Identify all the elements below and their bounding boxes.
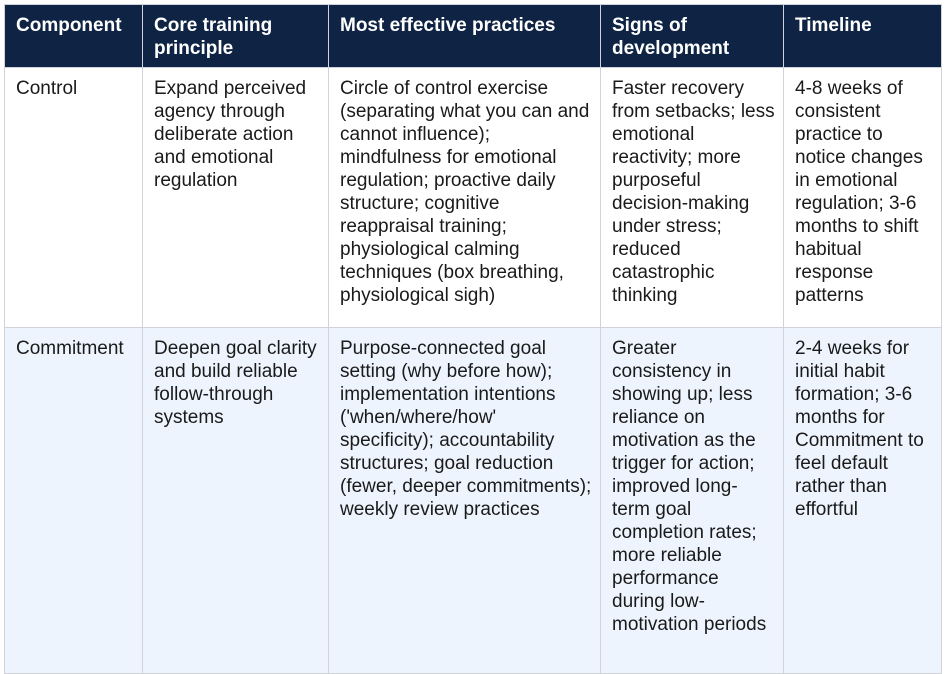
cell-signs: Greater consistency in showing up; less … — [600, 327, 784, 674]
header-timeline: Timeline — [783, 4, 942, 68]
cell-practices: Circle of control exercise (separating w… — [328, 67, 601, 328]
cell-component: Control — [4, 67, 143, 328]
cell-timeline: 4-8 weeks of consistent practice to noti… — [783, 67, 942, 328]
table-header-row: Component Core training principle Most e… — [4, 4, 942, 68]
header-core-training-principle: Core training principle — [142, 4, 329, 68]
table-row: Commitment Deepen goal clarity and build… — [4, 327, 942, 674]
cell-principle: Deepen goal clarity and build reliable f… — [142, 327, 329, 674]
header-component: Component — [4, 4, 143, 68]
cell-timeline: 2-4 weeks for initial habit formation; 3… — [783, 327, 942, 674]
table-row: Control Expand perceived agency through … — [4, 67, 942, 328]
header-signs-of-development: Signs of development — [600, 4, 784, 68]
header-most-effective-practices: Most effective practices — [328, 4, 601, 68]
cell-signs: Faster recovery from setbacks; less emot… — [600, 67, 784, 328]
cell-principle: Expand perceived agency through delibera… — [142, 67, 329, 328]
training-components-table: Component Core training principle Most e… — [4, 4, 942, 674]
cell-component: Commitment — [4, 327, 143, 674]
cell-practices: Purpose-connected goal setting (why befo… — [328, 327, 601, 674]
